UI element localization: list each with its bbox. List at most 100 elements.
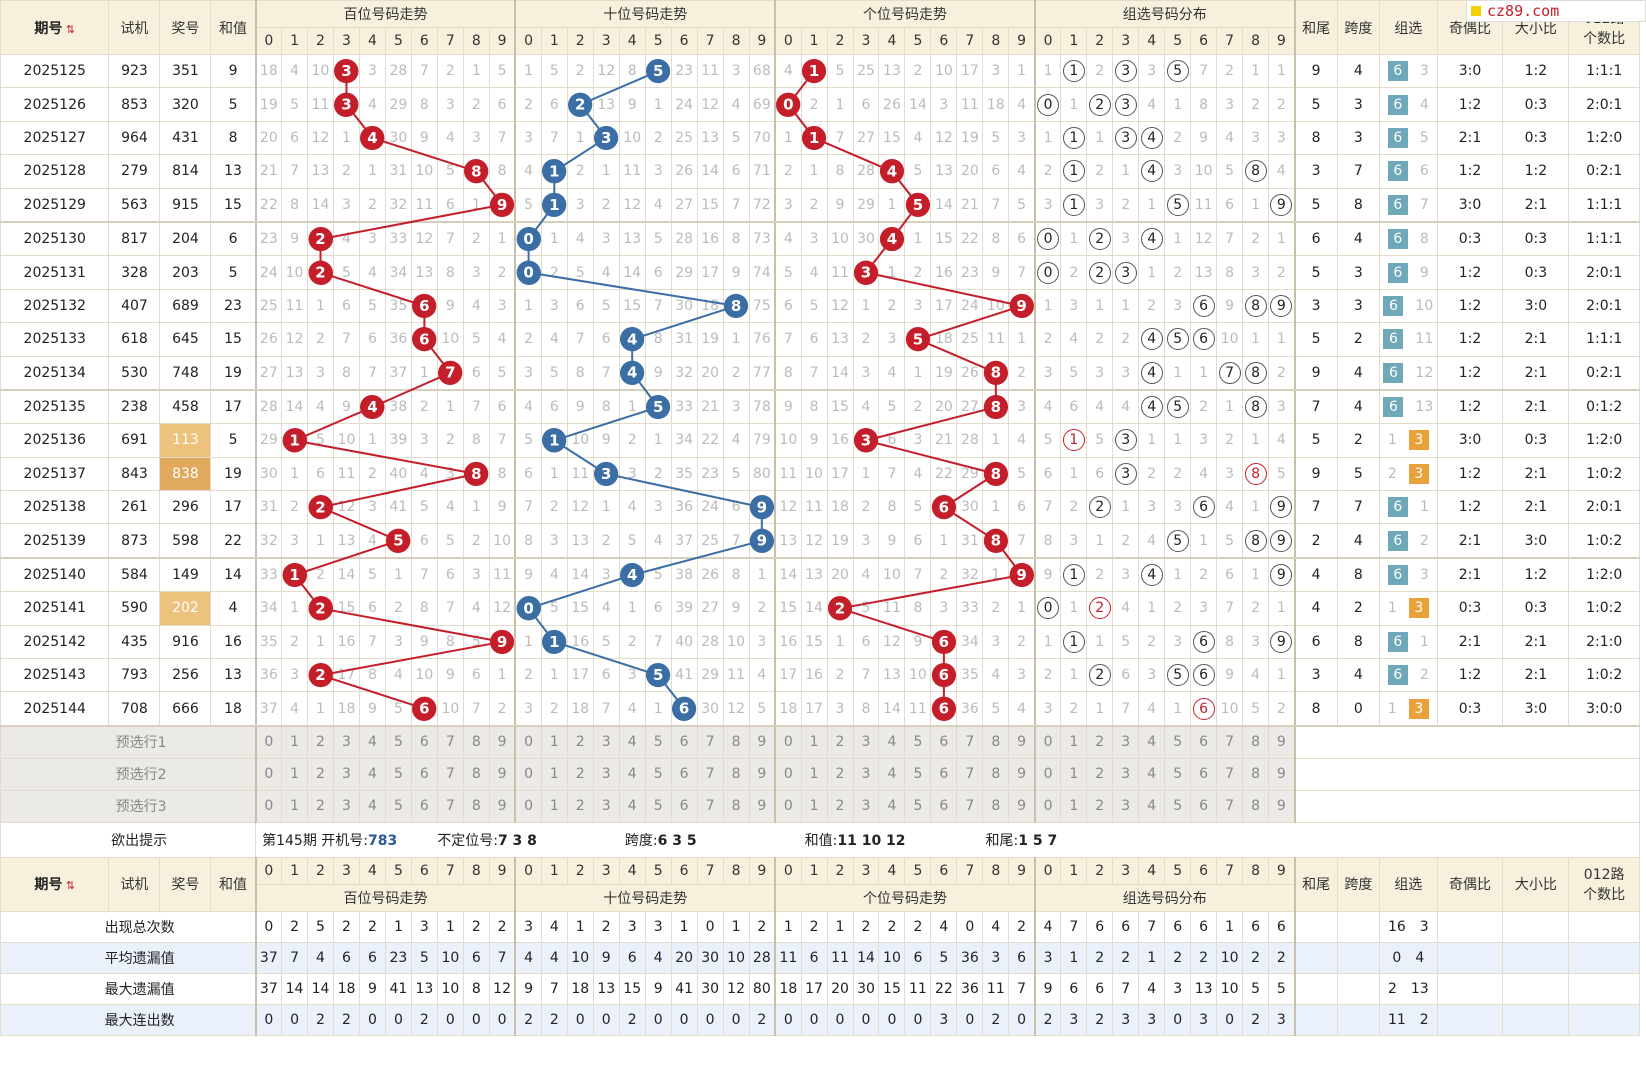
preselect-digit[interactable]: 6 [670, 725, 698, 759]
preselect-digit[interactable]: 6 [410, 789, 438, 823]
preselect-digit[interactable]: 7 [696, 757, 724, 791]
preselect-digit[interactable]: 9 [1008, 757, 1036, 791]
preselect-digit[interactable]: 0 [514, 757, 542, 791]
preselect-digit[interactable]: 3 [1112, 725, 1140, 759]
preselect-digit[interactable]: 0 [1033, 757, 1062, 791]
preselect-digit[interactable]: 4 [878, 757, 906, 791]
preselect-digit[interactable]: 4 [878, 725, 906, 759]
preselect-digit[interactable]: 2 [1086, 757, 1114, 791]
preselect-digit[interactable]: 7 [436, 725, 464, 759]
preselect-digit[interactable]: 9 [1268, 789, 1296, 823]
preselect-digit[interactable]: 1 [800, 725, 828, 759]
preselect-digit[interactable]: 8 [1242, 757, 1270, 791]
preselect-digit[interactable]: 9 [488, 725, 516, 759]
preselect-digit[interactable]: 4 [358, 757, 386, 791]
preselect-digit[interactable]: 3 [592, 789, 620, 823]
preselect-digit[interactable]: 7 [696, 789, 724, 823]
preselect-digit[interactable]: 6 [930, 757, 958, 791]
preselect-digit[interactable]: 6 [930, 725, 958, 759]
preselect-digit[interactable]: 0 [514, 789, 542, 823]
preselect-digit[interactable]: 7 [1216, 789, 1244, 823]
preselect-digit[interactable]: 2 [307, 789, 334, 823]
preselect-digit[interactable]: 8 [722, 789, 750, 823]
preselect-digit[interactable]: 0 [254, 789, 283, 823]
preselect-digit[interactable]: 5 [904, 789, 932, 823]
preselect-digit[interactable]: 0 [1033, 725, 1062, 759]
preselect-digit[interactable]: 6 [1190, 789, 1218, 823]
preselect-digit[interactable]: 2 [566, 725, 594, 759]
preselect-digit[interactable]: 7 [696, 725, 724, 759]
preselect-digit[interactable]: 1 [540, 757, 568, 791]
preselect-digit[interactable]: 3 [1112, 757, 1140, 791]
preselect-digit[interactable]: 8 [462, 789, 490, 823]
preselect-digit[interactable]: 5 [1164, 757, 1192, 791]
preselect-digit[interactable]: 3 [1112, 789, 1140, 823]
preselect-digit[interactable]: 5 [384, 757, 412, 791]
preselect-digit[interactable]: 9 [488, 757, 516, 791]
preselect-digit[interactable]: 2 [826, 789, 854, 823]
preselect-digit[interactable]: 5 [1164, 789, 1192, 823]
preselect-digit[interactable]: 6 [670, 757, 698, 791]
preselect-digit[interactable]: 7 [956, 725, 984, 759]
preselect-digit[interactable]: 2 [307, 725, 334, 759]
preselect-digit[interactable]: 4 [1138, 757, 1166, 791]
preselect-digit[interactable]: 2 [307, 757, 334, 791]
top-issue-header[interactable]: 期号 ⇅ [0, 0, 110, 55]
preselect-digit[interactable]: 0 [774, 757, 802, 791]
preselect-digit[interactable]: 9 [748, 757, 776, 791]
preselect-digit[interactable]: 1 [540, 725, 568, 759]
preselect-digit[interactable]: 4 [878, 789, 906, 823]
preselect-digit[interactable]: 5 [904, 725, 932, 759]
preselect-digit[interactable]: 7 [436, 757, 464, 791]
preselect-digit[interactable]: 6 [1190, 757, 1218, 791]
preselect-digit[interactable]: 3 [852, 757, 880, 791]
preselect-digit[interactable]: 9 [1008, 725, 1036, 759]
preselect-digit[interactable]: 2 [566, 757, 594, 791]
preselect-digit[interactable]: 1 [281, 757, 309, 791]
preselect-digit[interactable]: 0 [774, 725, 802, 759]
preselect-digit[interactable]: 3 [592, 725, 620, 759]
preselect-digit[interactable]: 7 [956, 789, 984, 823]
preselect-digit[interactable]: 5 [644, 789, 672, 823]
preselect-digit[interactable]: 8 [722, 757, 750, 791]
preselect-digit[interactable]: 4 [618, 725, 646, 759]
bottom-issue-header[interactable]: 期号 ⇅ [0, 856, 110, 912]
preselect-digit[interactable]: 0 [1033, 789, 1062, 823]
preselect-digit[interactable]: 1 [800, 757, 828, 791]
preselect-digit[interactable]: 6 [670, 789, 698, 823]
preselect-digit[interactable]: 2 [566, 789, 594, 823]
preselect-digit[interactable]: 4 [358, 789, 386, 823]
preselect-digit[interactable]: 0 [254, 725, 283, 759]
preselect-digit[interactable]: 5 [644, 757, 672, 791]
preselect-digit[interactable]: 3 [333, 725, 360, 759]
preselect-digit[interactable]: 5 [384, 725, 412, 759]
preselect-digit[interactable]: 2 [1086, 789, 1114, 823]
preselect-digit[interactable]: 7 [1216, 757, 1244, 791]
preselect-digit[interactable]: 9 [748, 725, 776, 759]
preselect-digit[interactable]: 3 [852, 789, 880, 823]
preselect-digit[interactable]: 0 [254, 757, 283, 791]
preselect-digit[interactable]: 8 [982, 789, 1010, 823]
preselect-digit[interactable]: 1 [1060, 725, 1088, 759]
preselect-digit[interactable]: 3 [333, 757, 360, 791]
preselect-digit[interactable]: 1 [540, 789, 568, 823]
preselect-digit[interactable]: 5 [644, 725, 672, 759]
preselect-digit[interactable]: 2 [826, 757, 854, 791]
preselect-digit[interactable]: 9 [1268, 725, 1296, 759]
preselect-digit[interactable]: 2 [1086, 725, 1114, 759]
preselect-digit[interactable]: 4 [618, 757, 646, 791]
preselect-digit[interactable]: 9 [1008, 789, 1036, 823]
preselect-digit[interactable]: 4 [1138, 789, 1166, 823]
preselect-digit[interactable]: 3 [592, 757, 620, 791]
preselect-digit[interactable]: 8 [462, 725, 490, 759]
preselect-digit[interactable]: 2 [826, 725, 854, 759]
preselect-digit[interactable]: 4 [618, 789, 646, 823]
preselect-digit[interactable]: 8 [1242, 725, 1270, 759]
preselect-digit[interactable]: 0 [514, 725, 542, 759]
preselect-digit[interactable]: 7 [956, 757, 984, 791]
preselect-digit[interactable]: 9 [488, 789, 516, 823]
preselect-digit[interactable]: 4 [358, 725, 386, 759]
preselect-digit[interactable]: 5 [904, 757, 932, 791]
preselect-digit[interactable]: 7 [1216, 725, 1244, 759]
preselect-digit[interactable]: 6 [930, 789, 958, 823]
